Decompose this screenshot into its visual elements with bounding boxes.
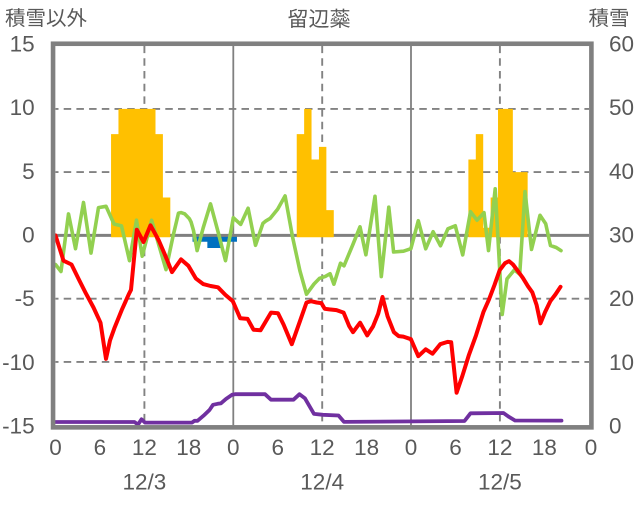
svg-text:18: 18	[532, 435, 557, 460]
svg-text:50: 50	[609, 95, 634, 120]
svg-text:0: 0	[585, 435, 598, 460]
svg-text:6: 6	[271, 435, 284, 460]
svg-text:18: 18	[176, 435, 201, 460]
svg-text:0: 0	[22, 222, 35, 247]
svg-text:60: 60	[609, 31, 634, 56]
svg-text:12/4: 12/4	[300, 470, 344, 495]
svg-text:10: 10	[609, 350, 634, 375]
svg-text:12: 12	[487, 435, 512, 460]
svg-text:6: 6	[94, 435, 107, 460]
svg-text:12: 12	[132, 435, 157, 460]
svg-text:0: 0	[405, 435, 418, 460]
svg-text:0: 0	[49, 435, 62, 460]
svg-text:-5: -5	[15, 286, 35, 311]
svg-text:-15: -15	[2, 414, 35, 439]
svg-text:40: 40	[609, 159, 634, 184]
svg-text:18: 18	[354, 435, 379, 460]
svg-text:0: 0	[227, 435, 240, 460]
svg-text:12/5: 12/5	[478, 470, 522, 495]
svg-text:12/3: 12/3	[123, 470, 167, 495]
svg-text:30: 30	[609, 222, 634, 247]
svg-text:12: 12	[310, 435, 335, 460]
svg-text:20: 20	[609, 286, 634, 311]
svg-text:6: 6	[449, 435, 462, 460]
svg-text:15: 15	[10, 31, 35, 56]
svg-text:0: 0	[609, 414, 622, 439]
svg-text:5: 5	[22, 159, 35, 184]
svg-text:10: 10	[10, 95, 35, 120]
svg-text:-10: -10	[2, 350, 35, 375]
